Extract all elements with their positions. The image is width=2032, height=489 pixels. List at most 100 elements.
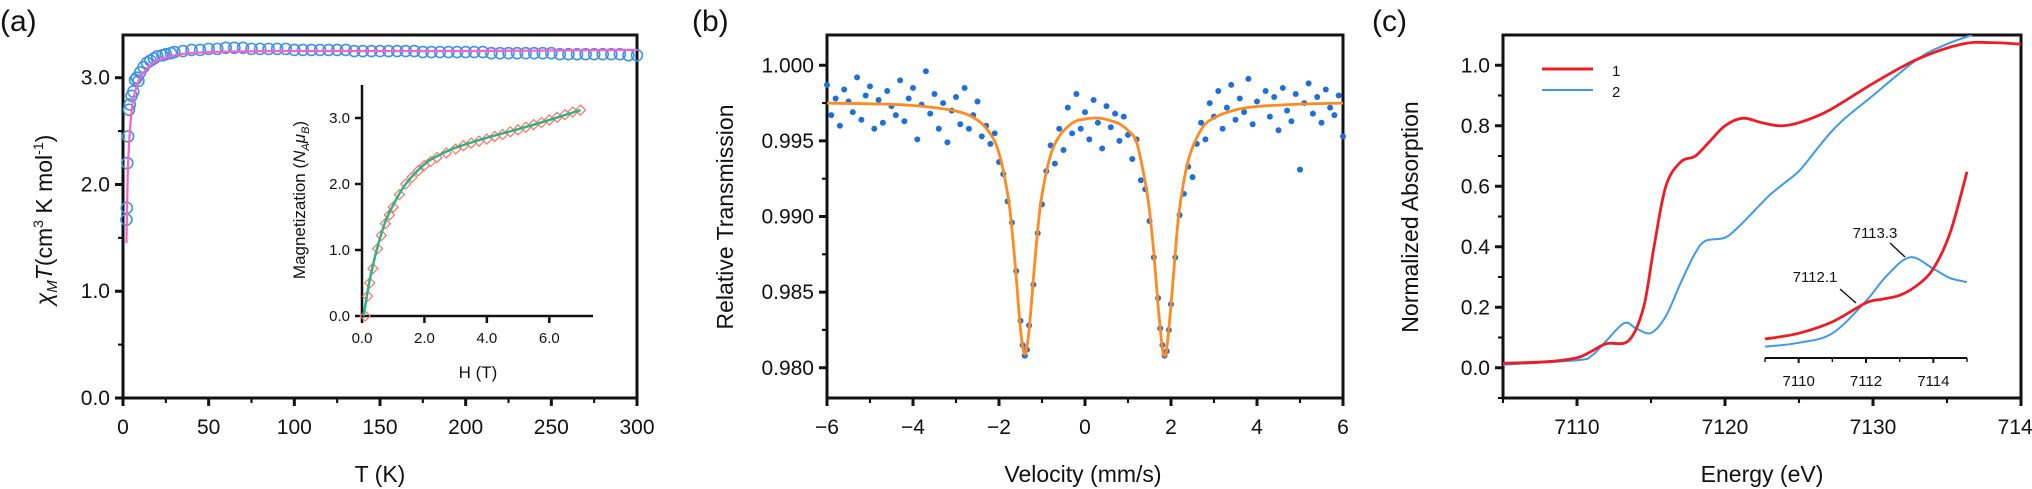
chimt-data-point — [536, 46, 550, 60]
mossbauer-data-point — [1064, 104, 1071, 111]
chimt-data-point — [562, 47, 575, 61]
ylabel-unit: (cm — [31, 228, 57, 266]
mossbauer-data-point — [1288, 118, 1295, 125]
inset-c-axes: 7110 7112 7114 — [1764, 357, 1968, 390]
mossbauer-data-point — [867, 83, 873, 90]
mossbauer-data-point — [892, 112, 899, 119]
panel-b-y-tick-label: 0.985 — [761, 281, 814, 304]
magnetization-data-point — [375, 229, 388, 242]
mossbauer-data-point — [1322, 86, 1329, 93]
ylabel-sup: 3 — [30, 220, 46, 228]
mossbauer-data-point — [957, 121, 964, 128]
mossbauer-data-point — [1335, 92, 1342, 99]
mossbauer-data-point — [858, 116, 865, 123]
panel-c-x-tick-label: 7120 — [1702, 416, 1749, 439]
mossbauer-data-point — [1129, 156, 1136, 163]
panel-c-y-tick-label: 1.0 — [1461, 54, 1490, 77]
magnetization-data-point — [574, 104, 587, 116]
panel-c-y-tick-label: 0.8 — [1461, 115, 1490, 138]
panel-b-y-tick-label: 0.980 — [761, 357, 814, 380]
panel-b-x-tick-label: 0 — [1079, 416, 1091, 439]
panel-a-y-tick-label: 0.0 — [81, 387, 110, 410]
mossbauer-data-point — [965, 125, 972, 132]
mossbauer-data-point — [1236, 95, 1243, 102]
mossbauer-data-point — [1137, 177, 1144, 184]
panel-b-y-tick-label: 0.995 — [761, 130, 814, 153]
mossbauer-data-point — [935, 125, 942, 132]
inset-a-xlabel: H (T) — [459, 363, 498, 382]
panel-b-axes: −6 −4 −2 0 2 4 6 0.980 0.985 0.990 0.995 1.000 — [761, 33, 1349, 439]
mossbauer-data-point — [1086, 136, 1093, 143]
mossbauer-data-point — [836, 122, 843, 129]
chimt-data-point — [168, 45, 181, 59]
panel-b-x-tick-label: −2 — [987, 416, 1011, 439]
mossbauer-data-point — [1292, 90, 1299, 97]
chimt-data-point — [132, 74, 145, 88]
mossbauer-data-point — [884, 87, 891, 94]
panel-b-ylabel: Relative Transmission — [712, 105, 738, 330]
panel-c-ylabel: Normalized Absorption — [1397, 101, 1423, 332]
mossbauer-data-point — [987, 140, 994, 147]
mossbauer-data-point — [1314, 94, 1321, 101]
mossbauer-data-point — [1099, 145, 1106, 152]
chimt-data-point — [270, 42, 284, 56]
mossbauer-data-point — [879, 119, 886, 126]
panel-a-x-tick-label: 250 — [534, 416, 569, 439]
chimt-data-point — [176, 44, 190, 58]
chimt-data-point — [579, 47, 592, 61]
mossbauer-data-point — [854, 74, 861, 81]
panel-c-y-tick-label: 0.2 — [1461, 296, 1490, 319]
mossbauer-data-point — [862, 92, 869, 99]
mossbauer-data-point — [1189, 174, 1196, 181]
inset-ylabel-mu: μ — [290, 133, 309, 144]
preedge-line-series-2 — [1764, 256, 1968, 348]
ylabel-chi: χ — [31, 292, 57, 307]
ylabel-unit: K mol — [31, 155, 57, 220]
mossbauer-data-point — [897, 77, 904, 84]
mossbauer-data-point — [1266, 113, 1273, 120]
inset-a-x-tick-label: 2.0 — [414, 330, 435, 347]
magnetization-data-point — [371, 242, 384, 255]
annotation-7113: 7113.3 — [1853, 225, 1898, 242]
mossbauer-data-point — [1249, 121, 1256, 128]
mossbauer-data-point — [931, 90, 938, 97]
inset-a-x-tick-label: 0.0 — [352, 330, 373, 347]
panel-b-y-tick-label: 0.990 — [761, 206, 814, 229]
mossbauer-data-point — [953, 94, 959, 101]
mossbauer-data-point — [1069, 130, 1076, 137]
inset-a-x-tick-label: 6.0 — [539, 330, 560, 347]
chimt-data-point — [123, 98, 137, 111]
chimt-data-point — [587, 47, 601, 61]
chimt-data-point — [545, 46, 558, 60]
annotation-leader-7112 — [1839, 288, 1857, 304]
legend-label-2: 2 — [1612, 84, 1620, 101]
panel-c-y-tick-label: 0.4 — [1461, 236, 1491, 259]
mossbauer-data-point — [1223, 104, 1230, 111]
magnetization-data-point — [379, 217, 392, 230]
mossbauer-data-point — [944, 139, 951, 146]
mossbauer-data-point — [922, 68, 929, 75]
mossbauer-data-point — [1275, 127, 1282, 134]
chimt-data-point — [193, 43, 207, 57]
panel-a-axes: 0 50 100 150 200 250 300 0.0 1.0 2.0 3.0 — [81, 33, 655, 439]
chimt-data-point — [279, 42, 293, 56]
mossbauer-data-point — [974, 98, 981, 105]
panel-label-c: (c) — [1372, 5, 1407, 38]
inset-ylabel-sub: B — [300, 127, 312, 134]
chimt-data-point — [510, 46, 524, 60]
ylabel-t: T — [31, 264, 57, 280]
mossbauer-data-point — [1254, 98, 1260, 105]
mossbauer-data-point — [1198, 119, 1205, 126]
mossbauer-data-point — [841, 86, 848, 93]
xas-line-series-2 — [1503, 35, 1973, 366]
panel-a-x-tick-label: 300 — [619, 416, 654, 439]
mossbauer-data-point — [824, 81, 830, 88]
panel-a-y-tick-label: 2.0 — [81, 173, 110, 196]
mossbauer-data-point — [1090, 97, 1097, 104]
chimt-data-point — [245, 42, 258, 56]
panel-c-x-tick-label: 7130 — [1850, 416, 1897, 439]
panel-a-frame — [121, 33, 639, 400]
mossbauer-data-point — [961, 84, 968, 91]
panel-b-x-tick-label: 2 — [1165, 416, 1177, 439]
